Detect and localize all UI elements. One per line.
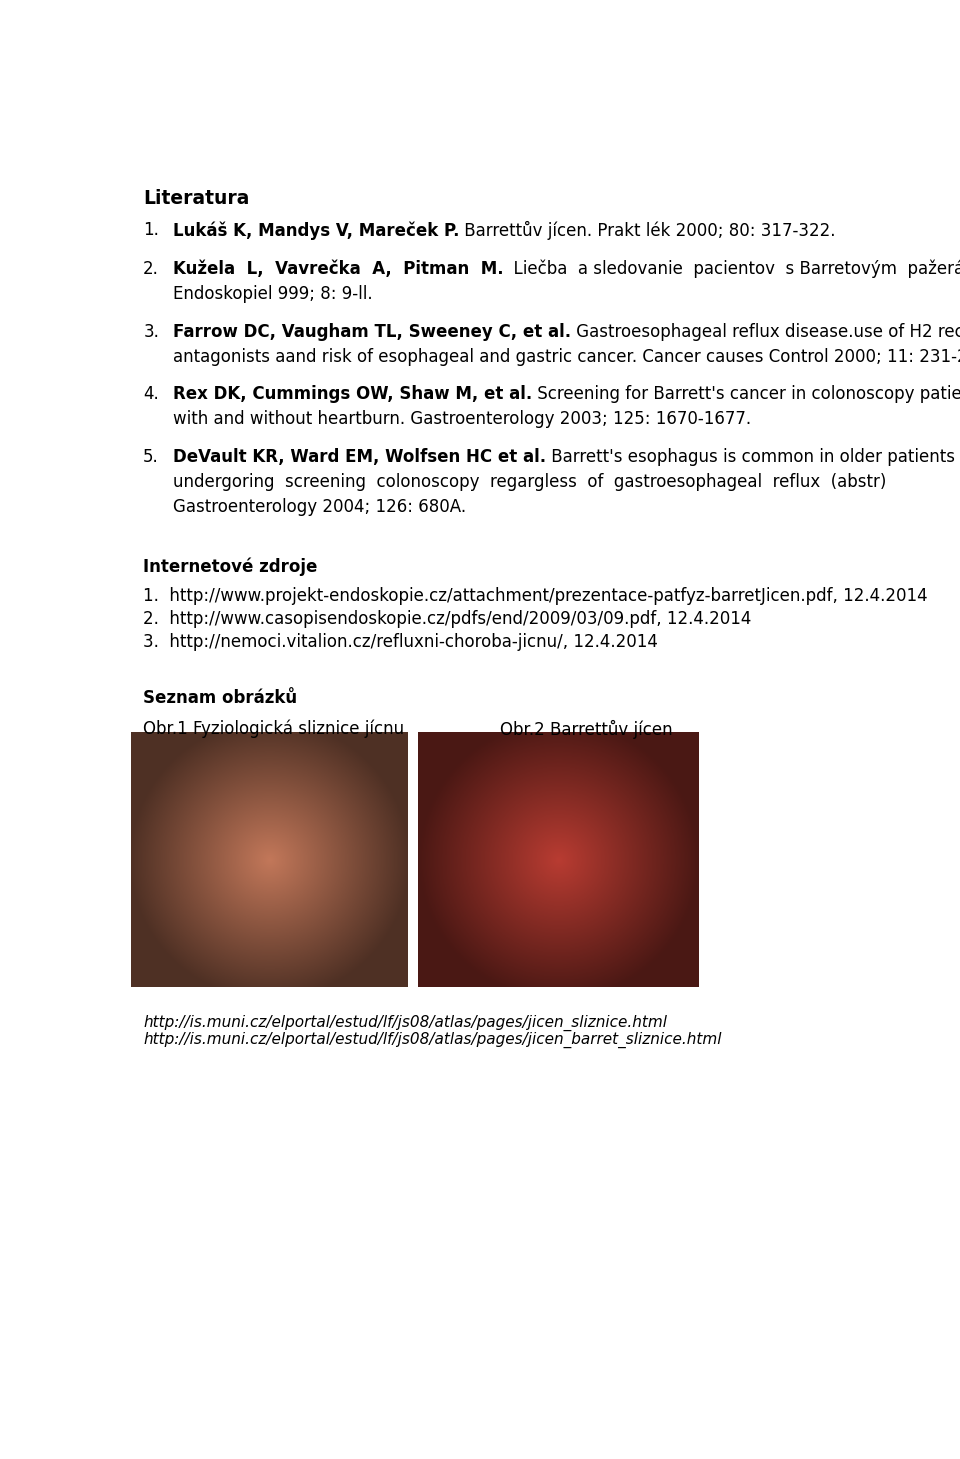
Text: 1.: 1. xyxy=(143,222,159,239)
Text: Seznam obrázků: Seznam obrázků xyxy=(143,690,298,708)
Text: Barrett's esophagus is common in older patients: Barrett's esophagus is common in older p… xyxy=(546,448,955,465)
Text: Gastroesophageal reflux disease.use of H2 receptor: Gastroesophageal reflux disease.use of H… xyxy=(571,322,960,341)
Text: Gastroenterology 2004; 126: 680A.: Gastroenterology 2004; 126: 680A. xyxy=(173,499,466,516)
Text: 1.  http://www.projekt-endoskopie.cz/attachment/prezentace-patfyz-barretJicen.pd: 1. http://www.projekt-endoskopie.cz/atta… xyxy=(143,587,928,605)
Text: Internetové zdroje: Internetové zdroje xyxy=(143,557,318,576)
Text: http://is.muni.cz/elportal/estud/lf/js08/atlas/pages/jicen_barret_sliznice.html: http://is.muni.cz/elportal/estud/lf/js08… xyxy=(143,1032,722,1049)
Text: http://is.muni.cz/elportal/estud/lf/js08/atlas/pages/jicen_sliznice.html: http://is.muni.cz/elportal/estud/lf/js08… xyxy=(143,1014,667,1030)
Text: Literatura: Literatura xyxy=(143,188,250,209)
Text: 3.: 3. xyxy=(143,322,159,341)
Text: with and without heartburn. Gastroenterology 2003; 125: 1670-1677.: with and without heartburn. Gastroentero… xyxy=(173,410,751,427)
Text: Rex DK, Cummings OW, Shaw M, et al.: Rex DK, Cummings OW, Shaw M, et al. xyxy=(173,385,532,403)
Text: antagonists aand risk of esophageal and gastric cancer. Cancer causes Control 20: antagonists aand risk of esophageal and … xyxy=(173,349,960,366)
Text: 5.: 5. xyxy=(143,448,159,465)
Text: Liečba  a sledovanie  pacientov  s Barretovým  pažerákom.: Liečba a sledovanie pacientov s Barretov… xyxy=(503,260,960,279)
Text: Kužela  L,  Vavrečka  A,  Pitman  M.: Kužela L, Vavrečka A, Pitman M. xyxy=(173,260,503,277)
Text: 2.  http://www.casopisendoskopie.cz/pdfs/end/2009/03/09.pdf, 12.4.2014: 2. http://www.casopisendoskopie.cz/pdfs/… xyxy=(143,610,752,629)
Text: 3.  http://nemoci.vitalion.cz/refluxni-choroba-jicnu/, 12.4.2014: 3. http://nemoci.vitalion.cz/refluxni-ch… xyxy=(143,633,659,651)
Text: undergoring  screening  colonoscopy  regargless  of  gastroesophageal  reflux  (: undergoring screening colonoscopy regarg… xyxy=(173,473,886,492)
Text: Farrow DC, Vaugham TL, Sweeney C, et al.: Farrow DC, Vaugham TL, Sweeney C, et al. xyxy=(173,322,571,341)
Text: Obr.2 Barrettův jícen: Obr.2 Barrettův jícen xyxy=(500,719,672,738)
Text: 4.: 4. xyxy=(143,385,159,403)
Text: Endoskopiel 999; 8: 9-ll.: Endoskopiel 999; 8: 9-ll. xyxy=(173,285,372,303)
Text: Barrettův jícen. Prakt lék 2000; 80: 317-322.: Barrettův jícen. Prakt lék 2000; 80: 317… xyxy=(459,222,836,241)
Text: Obr.1 Fyziologická sliznice jícnu: Obr.1 Fyziologická sliznice jícnu xyxy=(143,719,404,738)
Text: 2.: 2. xyxy=(143,260,159,277)
Text: Lukáš K, Mandys V, Mareček P.: Lukáš K, Mandys V, Mareček P. xyxy=(173,222,459,239)
Text: DeVault KR, Ward EM, Wolfsen HC et al.: DeVault KR, Ward EM, Wolfsen HC et al. xyxy=(173,448,546,465)
Text: Screening for Barrett's cancer in colonoscopy patients: Screening for Barrett's cancer in colono… xyxy=(532,385,960,403)
